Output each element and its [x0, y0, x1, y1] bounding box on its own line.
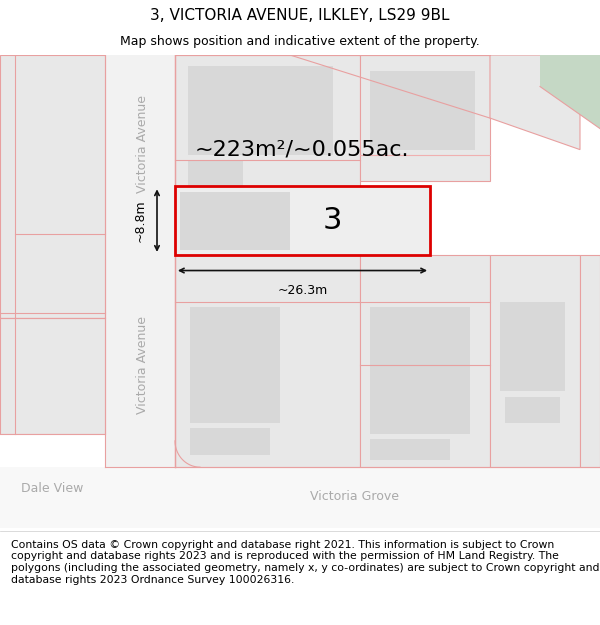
Text: Victoria Avenue: Victoria Avenue: [137, 316, 149, 414]
Bar: [370, 439, 450, 460]
Bar: [0, 55, 105, 528]
Text: 3, VICTORIA AVENUE, ILKLEY, LS29 9BL: 3, VICTORIA AVENUE, ILKLEY, LS29 9BL: [150, 8, 450, 23]
Bar: [0, 434, 105, 467]
Bar: [490, 255, 580, 467]
Bar: [188, 66, 333, 155]
Bar: [190, 308, 280, 423]
Bar: [505, 397, 560, 423]
Bar: [500, 302, 565, 391]
Text: 3: 3: [323, 206, 342, 235]
Text: ~223m²/~0.055ac.: ~223m²/~0.055ac.: [195, 139, 409, 159]
Bar: [190, 428, 270, 454]
Polygon shape: [490, 55, 580, 149]
Text: ~8.8m: ~8.8m: [134, 199, 147, 242]
Bar: [370, 308, 470, 434]
Bar: [370, 71, 475, 149]
Bar: [580, 255, 600, 467]
Text: Victoria Avenue: Victoria Avenue: [137, 96, 149, 193]
Bar: [175, 55, 360, 202]
Bar: [0, 55, 105, 318]
Text: ~26.3m: ~26.3m: [277, 284, 328, 298]
Bar: [105, 55, 175, 528]
Bar: [175, 186, 430, 255]
Bar: [180, 192, 290, 249]
Bar: [360, 55, 490, 181]
Bar: [360, 255, 490, 467]
Bar: [0, 467, 600, 528]
Text: Dale View: Dale View: [21, 482, 83, 494]
Bar: [175, 255, 360, 467]
Polygon shape: [540, 55, 600, 129]
Bar: [188, 160, 243, 192]
Text: Contains OS data © Crown copyright and database right 2021. This information is : Contains OS data © Crown copyright and d…: [11, 540, 599, 584]
Bar: [0, 318, 105, 434]
Text: Victoria Grove: Victoria Grove: [311, 490, 400, 503]
Text: Map shows position and indicative extent of the property.: Map shows position and indicative extent…: [120, 35, 480, 48]
